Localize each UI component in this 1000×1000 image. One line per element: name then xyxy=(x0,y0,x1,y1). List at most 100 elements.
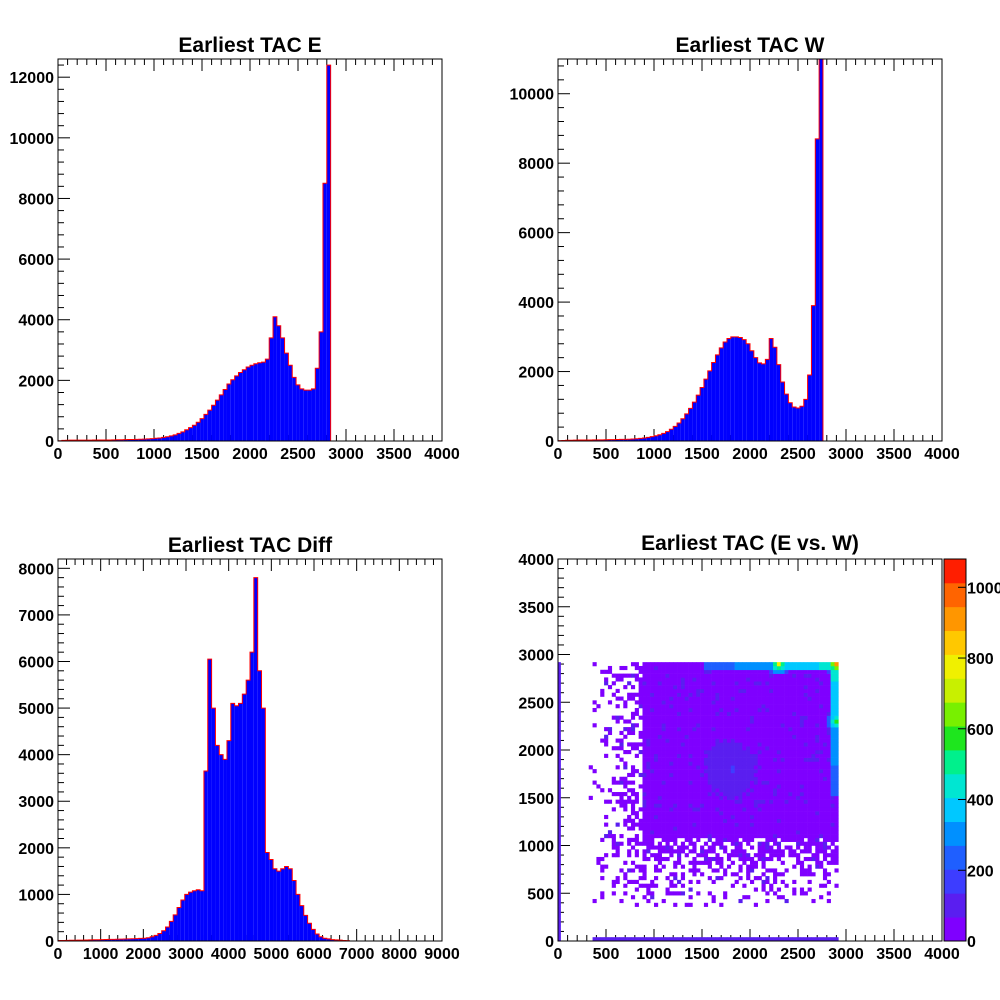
heatmap-cell xyxy=(680,727,686,732)
heatmap-cell xyxy=(673,784,678,789)
heatmap-cell xyxy=(646,757,651,762)
heatmap-cell xyxy=(830,788,835,793)
heatmap-cell xyxy=(803,788,808,793)
heatmap-cell xyxy=(738,864,743,869)
heatmap-cell xyxy=(692,662,697,667)
heatmap-cell xyxy=(811,799,816,804)
heatmap-cell xyxy=(753,803,758,808)
heatmap-cell xyxy=(757,700,762,705)
heatmap-cell xyxy=(750,696,755,701)
heatmap-cell xyxy=(757,750,762,755)
x-tick-label: 0 xyxy=(54,946,63,963)
heatmap-cell xyxy=(730,818,735,823)
heatmap-cell xyxy=(761,799,766,804)
heatmap-cell xyxy=(657,753,662,758)
heatmap-cell xyxy=(703,734,709,739)
heatmap-cell xyxy=(657,704,662,709)
heatmap-cell xyxy=(677,696,682,701)
heatmap-cell xyxy=(707,807,712,812)
heatmap-cell xyxy=(623,700,628,705)
panel-earliest-tac-e-vs-w: Earliest TAC (E vs. W) 0 500 1000 1500 2000 2… xyxy=(518,532,1000,963)
heatmap-cell xyxy=(803,738,808,743)
heatmap-cell xyxy=(784,898,789,904)
heatmap-cell xyxy=(680,677,686,682)
heatmap-cell xyxy=(623,727,628,732)
heatmap-cell xyxy=(646,707,651,713)
heatmap-cell xyxy=(719,807,724,812)
heatmap-cell xyxy=(757,715,762,720)
heatmap-cell xyxy=(673,818,678,823)
heatmap-cell xyxy=(604,669,609,674)
histogram-bar xyxy=(265,852,270,941)
heatmap-cell xyxy=(803,704,808,709)
histogram-bar xyxy=(142,938,147,941)
heatmap-cell xyxy=(607,730,613,736)
heatmap-cell xyxy=(657,681,662,686)
heatmap-cell xyxy=(753,723,758,728)
heatmap-cell xyxy=(665,837,670,842)
heatmap-cell xyxy=(665,746,670,751)
heatmap-cell xyxy=(776,769,782,774)
heatmap-cell xyxy=(753,662,758,667)
heatmap-cell xyxy=(826,723,831,728)
histogram-bar xyxy=(226,384,231,441)
heatmap-cell xyxy=(742,719,747,724)
heatmap-cell xyxy=(738,738,743,743)
heatmap-cell xyxy=(669,883,674,888)
heatmap-cell xyxy=(638,772,643,778)
heatmap-cell xyxy=(780,688,785,693)
heatmap-cell xyxy=(673,757,678,762)
heatmap-cell xyxy=(650,673,655,678)
colorbar-segment xyxy=(944,630,966,655)
heatmap-cell xyxy=(830,792,835,797)
heatmap-cell xyxy=(796,811,801,816)
heatmap-cell xyxy=(769,692,774,697)
heatmap-cell xyxy=(634,742,639,747)
heatmap-cell xyxy=(692,834,697,839)
heatmap-cell xyxy=(742,711,747,716)
heatmap-cell xyxy=(654,818,659,823)
heatmap-cell xyxy=(734,776,739,781)
heatmap-cell xyxy=(692,669,697,674)
heatmap-cell xyxy=(765,772,770,778)
heatmap-cell xyxy=(680,753,686,758)
heatmap-cell xyxy=(669,715,674,720)
heatmap-cell xyxy=(773,685,778,690)
heatmap-cell xyxy=(796,715,801,720)
heatmap-cell xyxy=(673,765,678,770)
heatmap-cell xyxy=(780,776,785,781)
heatmap-cell xyxy=(642,711,647,716)
heatmap-cell xyxy=(642,883,647,888)
heatmap-cell xyxy=(703,780,709,785)
heatmap-cell xyxy=(692,772,697,778)
y-tick-label: 0 xyxy=(45,934,54,951)
heatmap-cell xyxy=(726,830,732,835)
heatmap-cell xyxy=(650,788,655,793)
heatmap-cell xyxy=(588,795,593,800)
heatmap-cell xyxy=(696,879,701,884)
heatmap-cell xyxy=(719,719,724,724)
heatmap-cell xyxy=(807,788,812,793)
heatmap-cell xyxy=(834,822,839,827)
heatmap-cell xyxy=(753,795,758,800)
heatmap-cell xyxy=(607,834,613,839)
heatmap-cell xyxy=(773,730,778,736)
heatmap-cell xyxy=(788,822,793,827)
heatmap-cell xyxy=(692,707,697,713)
histogram-bar xyxy=(111,939,116,941)
heatmap-cell xyxy=(677,677,682,682)
heatmap-cell xyxy=(803,757,808,762)
heatmap-cell xyxy=(604,853,609,858)
heatmap-cell xyxy=(707,692,712,697)
heatmap-cell xyxy=(638,681,643,686)
heatmap-cell xyxy=(677,742,682,747)
heatmap-cell xyxy=(684,822,689,827)
heatmap-cell xyxy=(723,780,728,785)
heatmap-cell xyxy=(661,669,666,674)
heatmap-cell xyxy=(680,780,686,785)
heatmap-cell xyxy=(788,811,793,816)
heatmap-cell xyxy=(611,879,616,884)
heatmap-cell xyxy=(792,761,797,766)
heatmap-cell xyxy=(811,769,816,774)
heatmap-cell xyxy=(592,662,597,667)
